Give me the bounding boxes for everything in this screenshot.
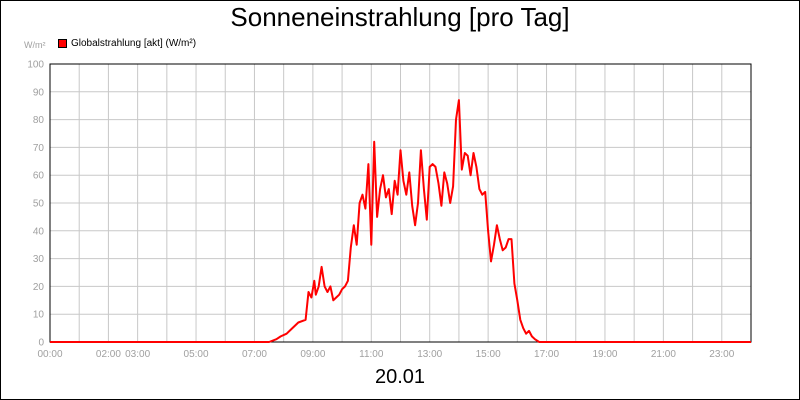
x-tick-label: 11:00: [359, 349, 384, 360]
date-label: 20.01: [374, 366, 426, 388]
x-tick-label: 13:00: [417, 349, 442, 360]
x-tick-label: 23:00: [709, 349, 734, 360]
y-tick-label: 90: [33, 87, 45, 98]
y-tick-label: 40: [33, 226, 45, 237]
y-tick-label: 100: [27, 60, 44, 71]
y-tick-label: 70: [33, 143, 45, 154]
legend-swatch: [58, 39, 67, 48]
x-tick-label: 17:00: [534, 349, 559, 360]
plot-border: [49, 63, 752, 343]
x-tick-label: 02:00: [96, 349, 121, 360]
y-tick-label: 50: [33, 199, 45, 210]
y-tick-label: 30: [33, 254, 45, 265]
x-tick-label: 21:00: [651, 349, 676, 360]
y-tick-label: 20: [33, 282, 45, 293]
x-tick-label: 15:00: [476, 349, 501, 360]
chart-title: Sonneneinstrahlung [pro Tag]: [230, 2, 570, 32]
x-tick-label: 09:00: [300, 349, 325, 360]
y-axis-unit: W/m²: [24, 40, 46, 50]
x-tick-label: 07:00: [242, 349, 267, 360]
legend: Globalstrahlung [akt] (W/m²): [58, 38, 196, 49]
x-tick-label: 05:00: [184, 349, 209, 360]
y-tick-label: 60: [33, 171, 45, 182]
y-tick-label: 10: [33, 310, 45, 321]
legend-label: Globalstrahlung [akt] (W/m²): [71, 38, 197, 49]
series-line: [50, 99, 751, 343]
x-tick-label: 03:00: [125, 349, 150, 360]
x-tick-label: 00:00: [37, 349, 62, 360]
y-tick-label: 0: [38, 338, 44, 349]
y-tick-label: 80: [33, 115, 45, 126]
x-tick-label: 19:00: [592, 349, 617, 360]
